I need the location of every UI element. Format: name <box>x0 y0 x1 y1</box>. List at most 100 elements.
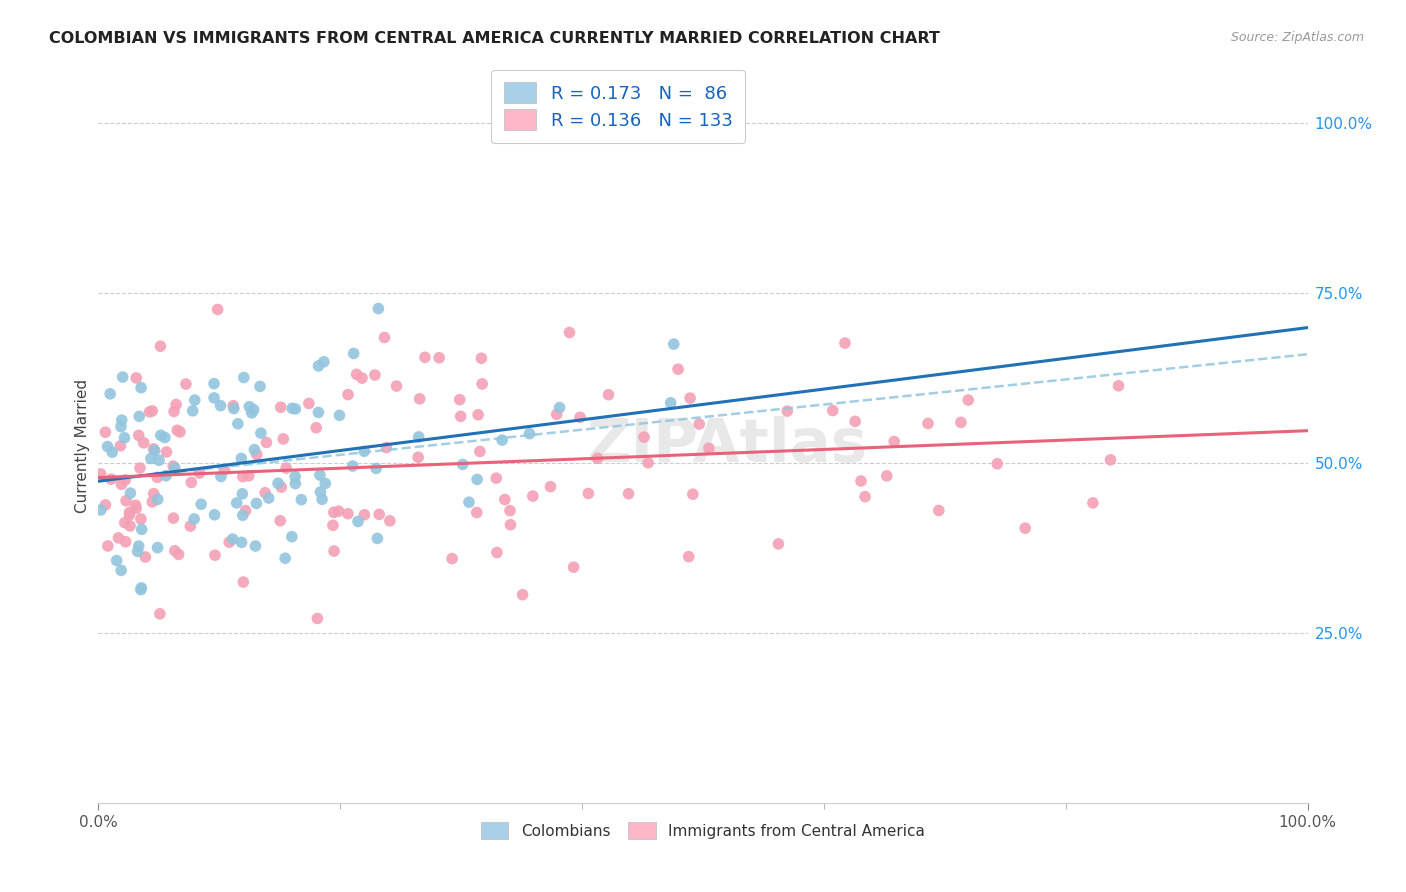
Point <box>155 445 177 459</box>
Point <box>928 503 950 517</box>
Point <box>110 439 132 453</box>
Point <box>323 544 346 558</box>
Point <box>110 563 132 577</box>
Point <box>309 485 332 500</box>
Point <box>499 503 522 517</box>
Point <box>155 468 177 483</box>
Point <box>598 387 620 401</box>
Point <box>546 407 568 421</box>
Point <box>821 403 844 417</box>
Point <box>243 442 266 457</box>
Point <box>218 535 240 549</box>
Point <box>166 423 188 437</box>
Point <box>232 370 254 384</box>
Point <box>1108 378 1130 392</box>
Point <box>180 475 202 490</box>
Point <box>949 415 972 429</box>
Point <box>245 496 267 510</box>
Point <box>190 497 212 511</box>
Point <box>467 408 489 422</box>
Point <box>231 487 253 501</box>
Point <box>120 486 142 500</box>
Point <box>98 387 121 401</box>
Point <box>834 336 856 351</box>
Point <box>128 428 150 442</box>
Point <box>986 457 1008 471</box>
Point <box>162 511 184 525</box>
Point <box>427 351 450 365</box>
Point <box>131 522 153 536</box>
Point <box>129 582 152 597</box>
Point <box>246 448 269 462</box>
Point <box>169 425 191 439</box>
Point <box>114 516 136 530</box>
Point <box>142 442 165 456</box>
Point <box>314 476 336 491</box>
Point <box>281 401 304 416</box>
Point <box>232 508 254 523</box>
Point <box>637 456 659 470</box>
Point <box>125 371 148 385</box>
Point <box>114 473 136 487</box>
Point <box>347 515 370 529</box>
Point <box>142 486 165 500</box>
Point <box>110 477 132 491</box>
Point <box>118 519 141 533</box>
Point <box>240 406 263 420</box>
Point <box>179 519 201 533</box>
Point <box>678 549 700 564</box>
Point <box>406 450 429 465</box>
Point <box>450 409 472 424</box>
Point <box>232 469 254 483</box>
Point <box>143 443 166 458</box>
Legend: Colombians, Immigrants from Central America: Colombians, Immigrants from Central Amer… <box>475 816 931 845</box>
Point <box>366 532 388 546</box>
Text: COLOMBIAN VS IMMIGRANTS FROM CENTRAL AMERICA CURRENTLY MARRIED CORRELATION CHART: COLOMBIAN VS IMMIGRANTS FROM CENTRAL AME… <box>49 31 941 46</box>
Point <box>96 440 118 454</box>
Point <box>149 428 172 442</box>
Point <box>209 469 232 483</box>
Point <box>322 518 344 533</box>
Point <box>148 453 170 467</box>
Point <box>458 495 481 509</box>
Point <box>97 539 120 553</box>
Point <box>163 404 186 418</box>
Point <box>149 607 172 621</box>
Point <box>688 417 710 431</box>
Point <box>468 444 491 458</box>
Point <box>107 531 129 545</box>
Point <box>138 405 160 419</box>
Point <box>222 399 245 413</box>
Point <box>449 392 471 407</box>
Point <box>441 551 464 566</box>
Point <box>368 508 391 522</box>
Point <box>540 480 562 494</box>
Point <box>957 392 980 407</box>
Point <box>256 435 278 450</box>
Point <box>167 548 190 562</box>
Point <box>146 541 169 555</box>
Point <box>94 425 117 440</box>
Point <box>242 402 264 417</box>
Point <box>105 553 128 567</box>
Point <box>207 302 229 317</box>
Point <box>141 404 163 418</box>
Point <box>114 431 136 445</box>
Point <box>225 496 247 510</box>
Point <box>129 512 152 526</box>
Point <box>366 461 388 475</box>
Point <box>328 409 350 423</box>
Point <box>174 377 197 392</box>
Point <box>232 575 254 590</box>
Point <box>209 399 232 413</box>
Point <box>343 346 366 360</box>
Text: Source: ZipAtlas.com: Source: ZipAtlas.com <box>1230 31 1364 45</box>
Point <box>127 544 149 558</box>
Point <box>132 435 155 450</box>
Point <box>307 611 329 625</box>
Point <box>465 506 488 520</box>
Point <box>659 396 682 410</box>
Point <box>281 530 304 544</box>
Point <box>375 441 398 455</box>
Point <box>90 467 112 481</box>
